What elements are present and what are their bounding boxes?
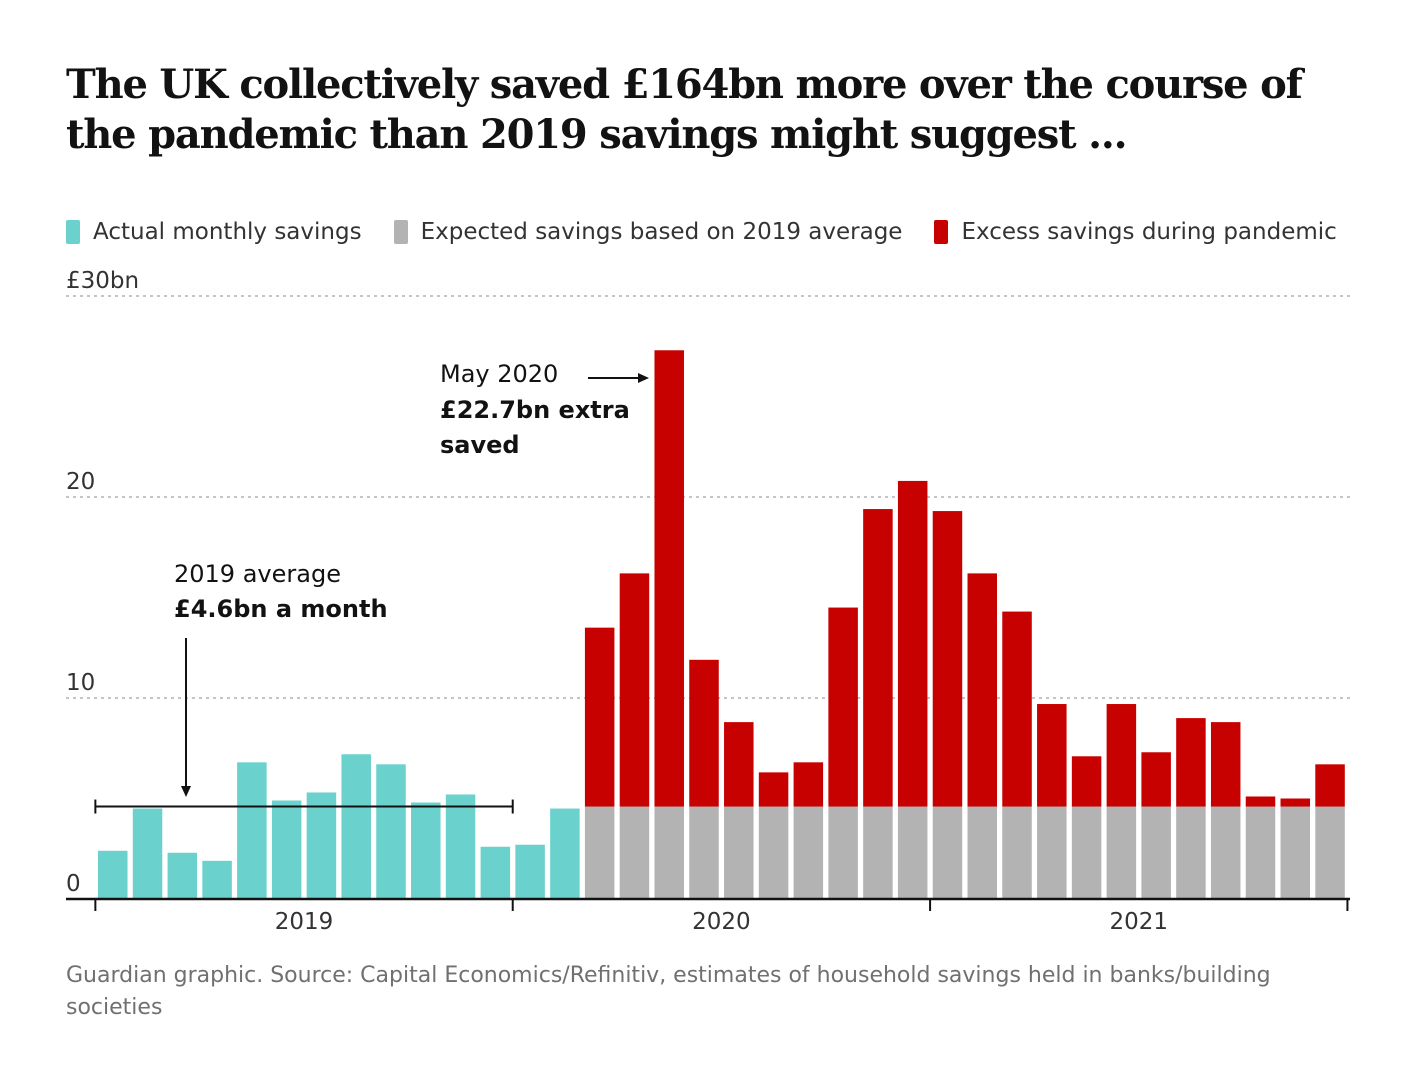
bar-excess-18 [724,722,754,807]
bar-expected-16 [654,806,684,899]
bar-expected-29 [1106,806,1137,899]
bar-actual-0 [98,850,128,899]
legend-label-expected: Expected savings based on 2019 average [420,219,903,245]
bar-excess-24 [932,511,963,807]
bar-excess-35 [1315,764,1345,807]
source-note: Guardian graphic. Source: Capital Econom… [66,963,1271,1020]
bar-excess-21 [828,607,858,807]
legend-swatch-actual [66,220,80,244]
legend-swatch-excess [934,220,949,244]
bar-expected-17 [689,806,719,899]
bar-expected-19 [758,806,789,899]
bar-expected-14 [584,806,615,899]
bar-excess-26 [1002,611,1032,807]
bar-excess-32 [1210,722,1241,807]
bar-excess-27 [1037,704,1067,807]
bar-expected-26 [1002,806,1032,899]
x-tick-label-2021: 2021 [1109,909,1168,935]
bar-expected-23 [897,806,928,899]
bar-actual-11 [480,846,511,899]
axis-layer: 0 10 20 £30bn 2019 2020 2021 [66,268,1350,935]
grid-layer [66,295,1350,699]
bar-actual-7 [341,754,371,899]
bar-excess-17 [689,659,719,807]
bar-actual-3 [202,860,232,899]
bar-excess-20 [793,762,824,807]
bars-layer [98,350,1345,899]
bar-expected-15 [619,806,650,899]
bar-expected-21 [828,806,858,899]
bar-expected-22 [863,806,893,899]
bar-actual-9 [411,802,441,899]
bar-expected-25 [967,806,997,899]
bar-excess-23 [897,480,928,807]
legend-label-excess: Excess savings during pandemic [961,219,1337,245]
x-tick-label-2019: 2019 [275,909,334,935]
bar-actual-5 [271,800,302,899]
bar-excess-33 [1245,796,1276,807]
annotation-may-2020-line2: £22.7bn extra [440,396,630,424]
annotation-layer: May 2020 £22.7bn extra saved 2019 averag… [94,360,649,814]
bar-excess-29 [1106,704,1137,807]
annotation-may-2020-line3: saved [440,431,520,459]
annotation-2019-average-arrow-head [181,786,191,797]
bar-actual-2 [167,852,198,899]
bar-excess-14 [584,627,615,807]
bar-excess-22 [863,509,893,807]
bar-actual-10 [445,794,476,899]
annotation-2019-average-line1: 2019 average [174,560,341,588]
bar-excess-19 [758,772,789,807]
legend-swatch-expected [393,220,408,244]
bar-expected-27 [1037,806,1067,899]
bar-expected-33 [1245,806,1276,899]
y-tick-label-10: 10 [66,670,95,696]
bar-excess-28 [1071,756,1102,807]
bar-actual-6 [306,792,337,899]
bar-excess-34 [1280,798,1311,807]
bar-excess-31 [1176,718,1206,807]
legend-item-excess: Excess savings during pandemic [934,219,1337,245]
y-tick-label-20: 20 [66,469,95,495]
bar-expected-32 [1210,806,1241,899]
bar-excess-15 [619,573,650,807]
legend-item-actual: Actual monthly savings [66,219,362,245]
bar-actual-12 [515,844,545,899]
legend: Actual monthly savings Expected savings … [66,212,1369,252]
bar-chart: 0 10 20 £30bn 2019 2020 2021 May 2020 £22.7bn … [66,268,1350,935]
bar-expected-18 [724,806,754,899]
bar-expected-20 [793,806,824,899]
bar-expected-34 [1280,806,1311,899]
bar-excess-16 [654,350,684,807]
x-tick-label-2020: 2020 [692,909,751,935]
bar-excess-25 [967,573,997,807]
bar-actual-1 [132,808,163,899]
bar-expected-35 [1315,806,1345,899]
bar-excess-30 [1141,752,1171,807]
bar-actual-8 [376,764,406,899]
y-tick-label-0: 0 [66,871,81,897]
chart-title: The UK collectively saved £164bn more ov… [66,61,1303,158]
bar-expected-28 [1071,806,1102,899]
bar-expected-30 [1141,806,1171,899]
legend-label-actual: Actual monthly savings [93,219,362,245]
legend-item-expected: Expected savings based on 2019 average [393,219,903,245]
annotation-may-2020-line1: May 2020 [440,360,558,388]
bar-expected-24 [932,806,963,899]
bar-actual-13 [550,808,580,899]
bar-expected-31 [1176,806,1206,899]
annotation-2019-average-line2: £4.6bn a month [174,595,388,623]
annotation-may-2020-arrow-head [638,373,649,383]
bar-actual-4 [237,762,267,899]
y-tick-label-30: £30bn [66,268,139,294]
